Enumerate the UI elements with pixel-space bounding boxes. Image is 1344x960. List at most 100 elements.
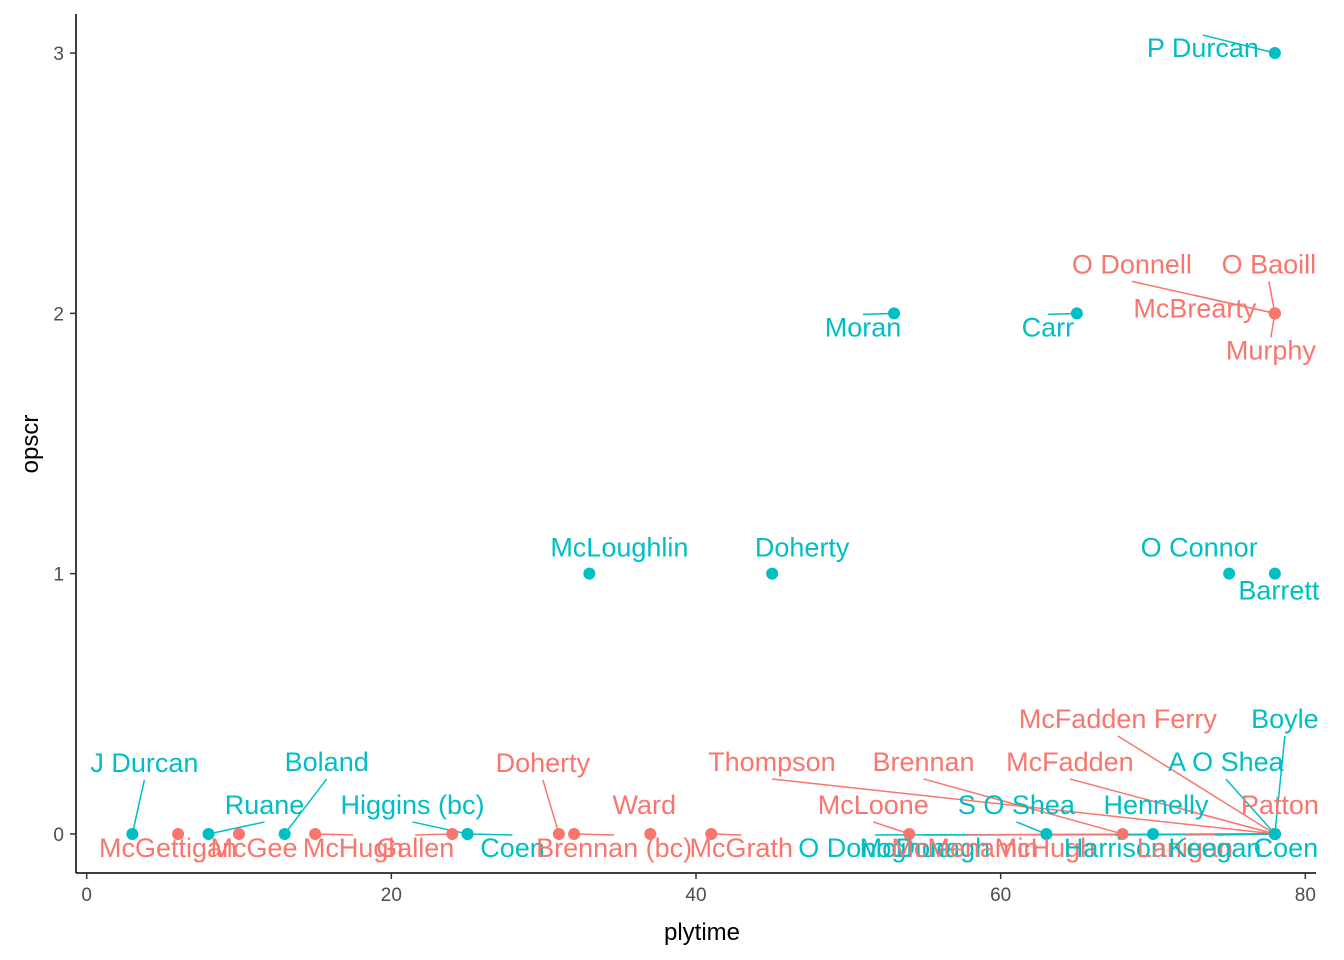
point-label: Patton [1241,790,1319,820]
point-label: J Durcan [90,748,198,778]
scatter-point [1268,47,1281,60]
scatter-point [1040,827,1053,840]
x-tick-label: 60 [990,885,1011,906]
x-tick-label: 0 [81,885,92,906]
point-label: Doherty [755,533,850,563]
scatter-point [644,827,657,840]
point-label: Higgins (bc) [340,790,484,820]
point-label: McGettigan [99,833,237,863]
leader-line [208,821,265,835]
scatter-point [1070,307,1083,320]
point-label: McHugh [303,833,404,863]
scatter-point [172,827,185,840]
scatter-point [1223,567,1236,580]
point-label: S O Shea [958,790,1076,820]
leader-line [1069,778,1276,835]
y-tick-label: 0 [53,825,64,846]
point-label: A O Shea [1168,747,1285,777]
point-label: Boland [285,747,369,777]
point-label: O Donnell [1072,249,1192,279]
x-tick-label: 20 [381,885,402,906]
data-points [126,47,1281,840]
point-label: McFadden [1006,747,1134,777]
point-label: O Connor [1141,533,1258,563]
point-label: Coen [1254,833,1319,863]
leader-line [131,779,146,835]
y-tick-label: 2 [53,304,64,325]
scatter-point [446,827,459,840]
leader-line [1214,833,1275,836]
point-label: McHugh [995,833,1096,863]
point-label: Harrison [1064,833,1166,863]
leader-line [574,833,615,836]
leader-line [1202,34,1276,54]
leader-line [415,833,453,836]
point-label: Keegan [1168,833,1261,863]
scatter-point [126,827,139,840]
scatter-point [1147,827,1160,840]
scatter-point [1268,567,1281,580]
point-label: Lanigan [1137,833,1233,863]
point-label: Carr [1022,312,1075,342]
point-label: Brennan [872,747,974,777]
point-label: McLoone [818,790,929,820]
scatter-point [1116,827,1129,840]
point-label: Thompson [708,747,836,777]
point-labels: J Durcan McGettigan Ruane McGee Boland McHugh… [90,33,1320,863]
scatter-point [202,827,215,840]
x-tick-label: 80 [1295,885,1316,906]
point-label: Hennelly [1103,790,1209,820]
leader-line [1225,778,1276,835]
scatter-point [568,827,581,840]
leader-line [1117,735,1276,835]
point-label: Murphy [1226,335,1317,365]
point-label: Moran [825,312,902,342]
point-label: Barrett [1238,576,1320,606]
point-label: McLoughlin [550,533,688,563]
leader-line [467,833,513,836]
point-label: McDonagh [860,833,991,863]
y-tick-label: 1 [53,565,64,586]
leader-line [1274,735,1286,835]
scatter-point [888,307,901,320]
point-label: McBrearty [1133,293,1257,323]
scatter-point [278,827,291,840]
point-label: Ward [613,790,677,820]
leader-line [315,833,354,836]
point-label: Gallen [376,833,454,863]
leader-line [873,821,910,835]
scatter-point [1268,827,1281,840]
point-label: Doherty [496,748,591,778]
point-label: O Baoill [1222,249,1317,279]
scatter-point [583,567,596,580]
point-label: McFadden Ferry [1019,704,1218,734]
leader-line [1194,294,1276,315]
axis-ticks: 0 20 40 60 80 0 1 2 3 [53,44,1315,906]
point-label: McGee [210,833,297,863]
leader-line [412,821,468,835]
leader-line [542,779,560,835]
scatter-point [903,827,916,840]
scatter-point [705,827,718,840]
x-axis-title: plytime [664,919,740,946]
point-label: McGrath [689,833,793,863]
point-label: McMenamin [891,833,1038,863]
y-axis-title: opscr [17,415,44,474]
scatter-point [766,567,779,580]
point-label: Coen [480,833,545,863]
y-tick-label: 3 [53,44,64,65]
scatter-point [232,827,245,840]
scatter-point [552,827,565,840]
x-tick-label: 40 [685,885,706,906]
point-label: Ruane [225,790,305,820]
point-label: Brennan (bc) [536,833,692,863]
scatter-point [309,827,322,840]
point-label: Boyle [1251,704,1319,734]
leader-line [771,778,1275,835]
scatter-point [461,827,474,840]
point-label: O Donoghue [798,833,951,863]
leader-line [284,778,328,835]
scatter-point [1268,307,1281,320]
point-label: P Durcan [1147,33,1259,63]
